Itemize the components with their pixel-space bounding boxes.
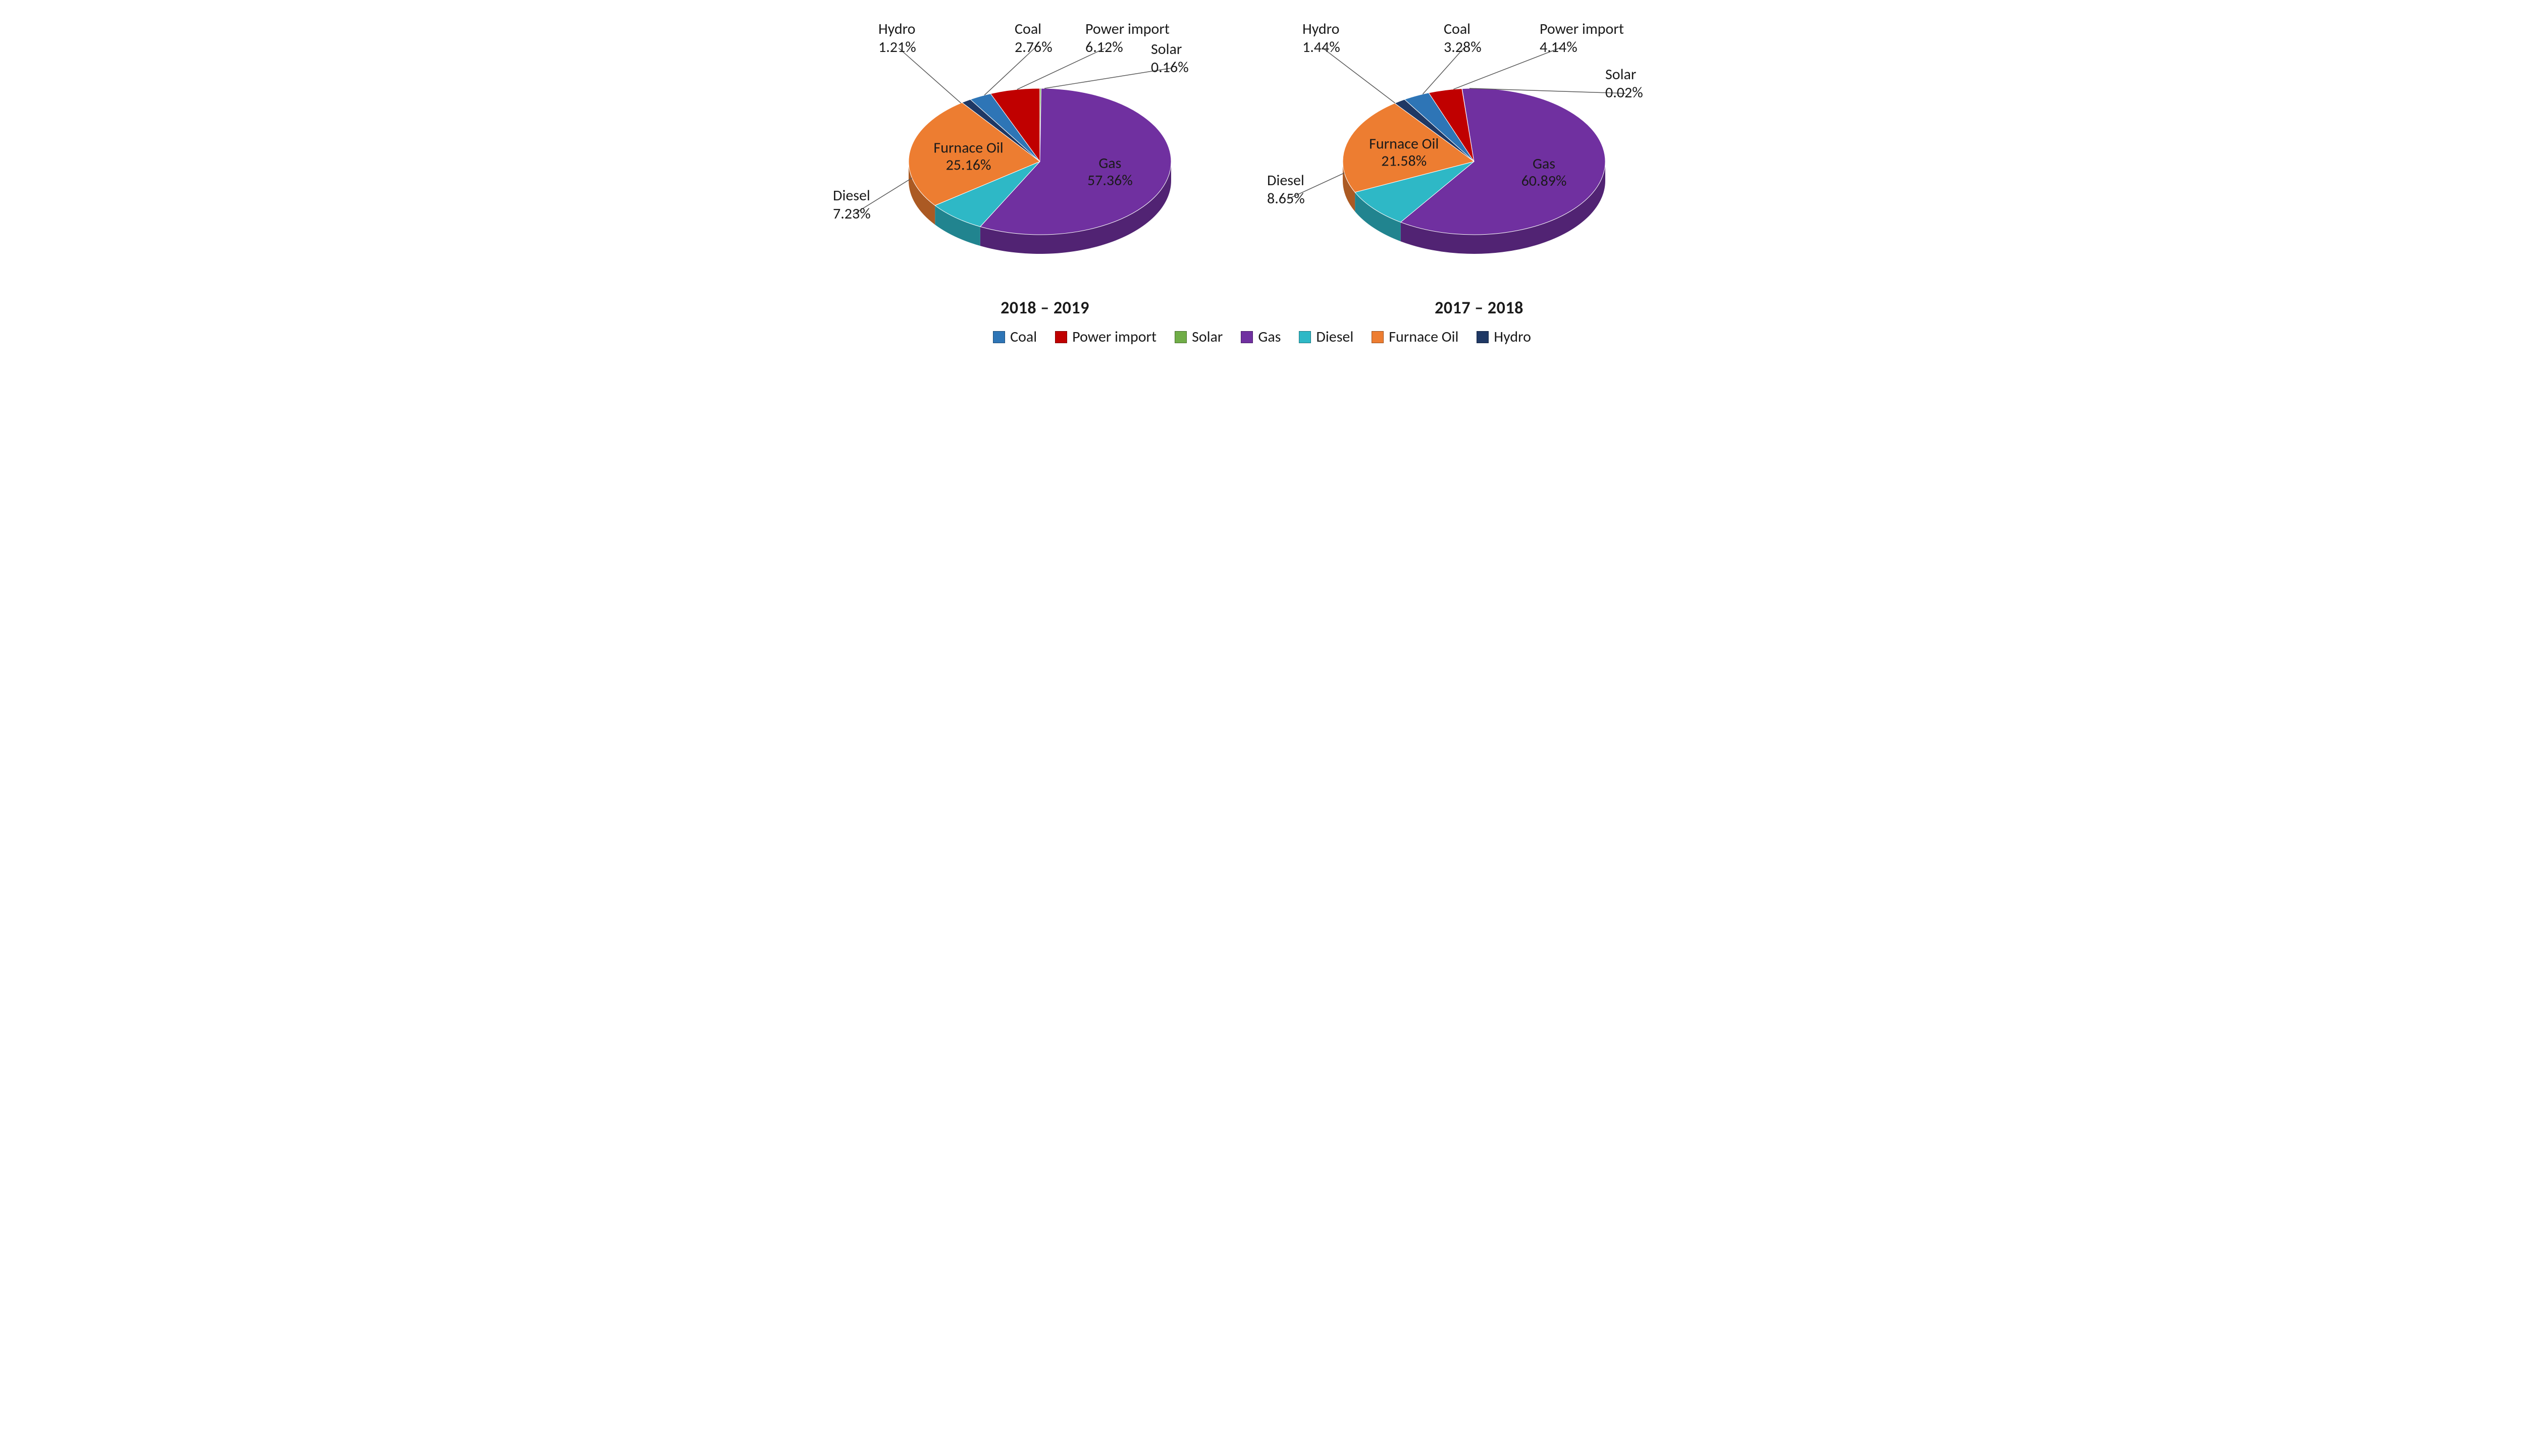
callout-label: Diesel xyxy=(833,187,871,205)
callout-hydro: Hydro 1.44% xyxy=(1302,20,1340,57)
legend-item-power-import: Power import xyxy=(1055,328,1156,346)
callout-coal: Coal 2.76% xyxy=(1015,20,1053,57)
swatch-icon xyxy=(1175,331,1187,343)
callout-value: 0.02% xyxy=(1605,84,1643,102)
legend-item-hydro: Hydro xyxy=(1477,328,1531,346)
page: Gas57.36%Furnace Oil25.16% Hydro 1.21% C… xyxy=(808,0,1716,361)
slice-value: 60.89% xyxy=(1521,172,1567,190)
callout-value: 1.21% xyxy=(878,38,916,57)
callout-coal: Coal 3.28% xyxy=(1444,20,1482,57)
callout-power-import: Power import 4.14% xyxy=(1540,20,1624,57)
callout-label: Power import xyxy=(1085,20,1170,38)
callout-value: 4.14% xyxy=(1540,38,1624,57)
callout-solar: Solar 0.02% xyxy=(1605,66,1643,102)
legend-item-furnace-oil: Furnace Oil xyxy=(1372,328,1458,346)
chart-title: 2017 – 2018 xyxy=(1262,298,1696,318)
slice-label: Furnace Oil xyxy=(933,138,1003,157)
swatch-icon xyxy=(1477,331,1489,343)
callout-label: Diesel xyxy=(1267,172,1305,190)
legend-item-diesel: Diesel xyxy=(1299,328,1353,346)
callout-label: Power import xyxy=(1540,20,1624,38)
slice-label: Gas xyxy=(1098,154,1121,173)
swatch-icon xyxy=(993,331,1005,343)
callout-value: 1.44% xyxy=(1302,38,1340,57)
callout-label: Hydro xyxy=(1302,20,1340,38)
chart-2017-2018: Gas60.89% Furnace Oil21.58% Hydro 1.44% C… xyxy=(1262,10,1696,318)
legend-item-gas: Gas xyxy=(1241,328,1281,346)
legend-label: Diesel xyxy=(1316,328,1353,346)
chart-title: 2018 – 2019 xyxy=(828,298,1262,318)
callout-label: Solar xyxy=(1605,66,1643,84)
callout-hydro: Hydro 1.21% xyxy=(878,20,916,57)
legend-item-solar: Solar xyxy=(1175,328,1223,346)
callout-diesel: Diesel 7.23% xyxy=(833,187,871,223)
slice-value: 57.36% xyxy=(1087,171,1133,190)
callout-label: Hydro xyxy=(878,20,916,38)
callout-value: 7.23% xyxy=(833,205,871,223)
swatch-icon xyxy=(1055,331,1067,343)
swatch-icon xyxy=(1241,331,1253,343)
callout-value: 8.65% xyxy=(1267,190,1305,208)
callout-label: Coal xyxy=(1015,20,1053,38)
legend-label: Furnace Oil xyxy=(1389,328,1458,346)
legend: Coal Power import Solar Gas Diesel Furna… xyxy=(828,328,1696,346)
callout-value: 0.16% xyxy=(1151,59,1189,77)
slice-value: 21.58% xyxy=(1381,152,1427,171)
slice-value: 25.16% xyxy=(946,155,991,174)
charts-row: Gas57.36%Furnace Oil25.16% Hydro 1.21% C… xyxy=(828,10,1696,318)
slice-label: Gas xyxy=(1533,154,1555,173)
callout-value: 3.28% xyxy=(1444,38,1482,57)
swatch-icon xyxy=(1299,331,1311,343)
swatch-icon xyxy=(1372,331,1384,343)
legend-label: Hydro xyxy=(1494,328,1531,346)
legend-label: Solar xyxy=(1192,328,1223,346)
callout-value: 2.76% xyxy=(1015,38,1053,57)
callout-solar: Solar 0.16% xyxy=(1151,40,1189,77)
callout-label: Solar xyxy=(1151,40,1189,59)
legend-label: Gas xyxy=(1258,328,1281,346)
slice-label: Furnace Oil xyxy=(1369,135,1439,153)
chart-2018-2019: Gas57.36% Furnace Oil25.16% Hydro 1.21% C… xyxy=(828,10,1262,318)
callout-diesel: Diesel 8.65% xyxy=(1267,172,1305,208)
legend-label: Coal xyxy=(1010,328,1037,346)
legend-label: Power import xyxy=(1072,328,1156,346)
callout-label: Coal xyxy=(1444,20,1482,38)
legend-item-coal: Coal xyxy=(993,328,1037,346)
